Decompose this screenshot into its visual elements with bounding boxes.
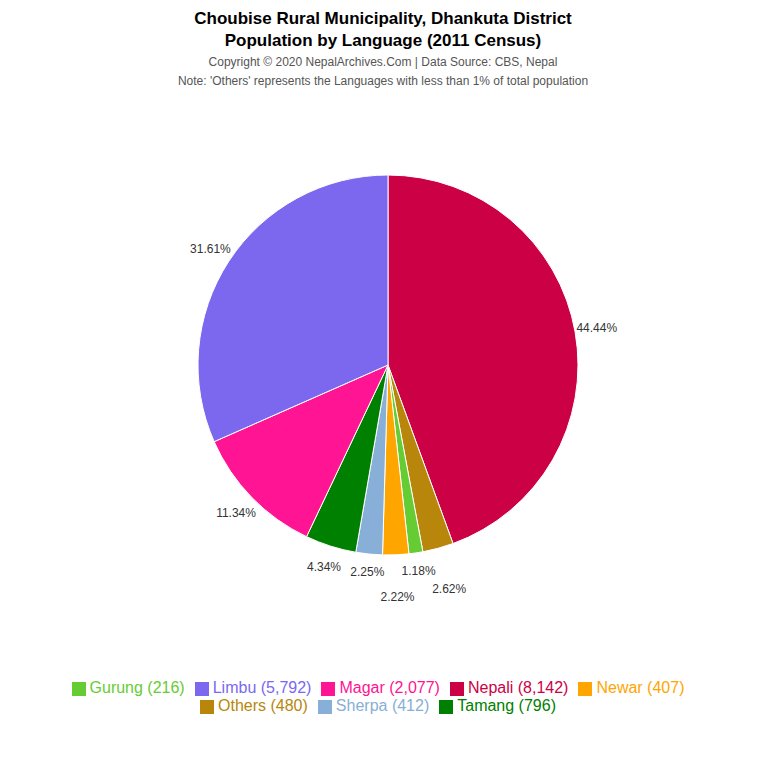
html-text:Copyright © 2020 NepalArchives: Copyright © 2020 NepalArchives.Com | Dat… [208,55,558,69]
html-text:Magar (2,077): Magar (2,077) [339,679,440,696]
html-text:Nepali (8,142): Nepali (8,142) [467,679,569,696]
html-text:Choubise Rural Municipality, D: Choubise Rural Municipality, Dhankuta Di… [194,9,572,28]
html-text:Tamang (796): Tamang (796) [457,697,556,714]
svg-text:2.22%: 2.22% [380,590,414,604]
html-text:Limbu (5,792): Limbu (5,792) [212,679,312,696]
html-text:Others (480): Others (480) [218,697,308,714]
svg-text:31.61%: 31.61% [190,242,231,256]
svg-text:44.44%: 44.44% [576,321,617,335]
html-text:Sherpa (412): Sherpa (412) [335,697,430,714]
svg-text:11.34%: 11.34% [216,506,256,520]
svg-text:1.18%: 1.18% [402,564,436,578]
html-text:Note: 'Others' represents the: Note: 'Others' represents the Languages … [177,74,589,88]
svg-text:4.34%: 4.34% [307,560,341,574]
html-text:Newar (407): Newar (407) [596,679,685,696]
svg-text:2.25%: 2.25% [350,565,384,579]
svg-text:2.62%: 2.62% [432,582,466,596]
html-text:Gurung (216): Gurung (216) [89,679,185,696]
html-text:Population by Language (2011 C: Population by Language (2011 Census) [224,31,542,50]
